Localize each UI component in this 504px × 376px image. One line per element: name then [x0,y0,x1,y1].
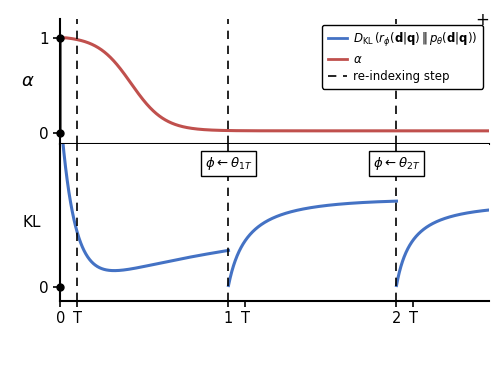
Y-axis label: KL: KL [23,215,41,230]
Legend: $D_{\mathrm{KL}}\,(r_\phi(\mathbf{d}|\mathbf{q}) \,\|\, p_\theta(\mathbf{d}|\mat: $D_{\mathrm{KL}}\,(r_\phi(\mathbf{d}|\ma… [322,25,483,89]
Y-axis label: $\alpha$: $\alpha$ [21,73,35,91]
Text: +: + [475,11,489,29]
Text: $\phi \leftarrow \theta_{2T}$: $\phi \leftarrow \theta_{2T}$ [373,155,420,172]
Text: $\phi \leftarrow \theta_{1T}$: $\phi \leftarrow \theta_{1T}$ [205,155,252,172]
